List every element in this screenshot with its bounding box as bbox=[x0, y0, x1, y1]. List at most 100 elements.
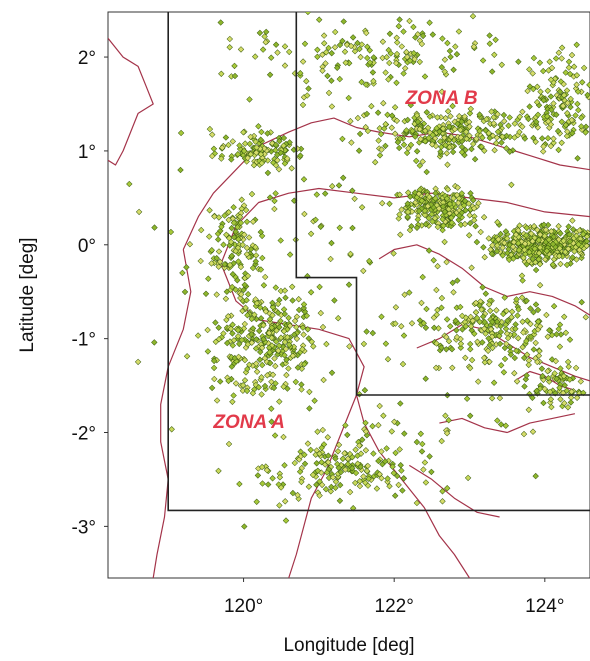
event-marker bbox=[304, 440, 312, 447]
event-marker bbox=[213, 291, 220, 298]
event-marker bbox=[504, 334, 512, 342]
event-marker bbox=[576, 227, 583, 234]
event-marker bbox=[539, 135, 546, 142]
event-marker bbox=[558, 44, 566, 51]
event-marker bbox=[226, 35, 233, 43]
event-marker bbox=[515, 335, 522, 342]
event-marker bbox=[332, 484, 339, 491]
event-marker bbox=[215, 336, 223, 343]
event-marker bbox=[431, 324, 438, 331]
event-marker bbox=[502, 228, 510, 235]
event-marker bbox=[217, 378, 224, 385]
event-marker bbox=[486, 40, 493, 47]
event-marker bbox=[413, 112, 421, 119]
event-marker bbox=[241, 523, 248, 530]
event-marker bbox=[540, 143, 547, 150]
event-marker bbox=[454, 277, 461, 284]
event-marker bbox=[310, 343, 317, 350]
event-marker bbox=[272, 362, 279, 370]
event-marker bbox=[375, 137, 382, 144]
event-marker bbox=[221, 264, 228, 271]
event-marker bbox=[290, 343, 298, 350]
event-marker bbox=[393, 50, 401, 58]
event-marker bbox=[237, 46, 245, 53]
event-marker bbox=[466, 123, 473, 130]
event-marker bbox=[394, 39, 401, 46]
event-marker bbox=[252, 53, 259, 60]
event-marker bbox=[229, 283, 236, 291]
event-marker bbox=[301, 451, 308, 458]
event-marker bbox=[239, 241, 246, 249]
event-marker bbox=[561, 400, 568, 407]
event-marker bbox=[378, 313, 385, 320]
event-marker bbox=[495, 236, 502, 243]
event-marker bbox=[521, 135, 529, 142]
event-marker bbox=[264, 372, 271, 379]
event-marker bbox=[526, 249, 533, 256]
event-marker bbox=[391, 104, 399, 111]
event-marker bbox=[319, 323, 327, 331]
event-marker bbox=[222, 295, 230, 302]
event-marker bbox=[258, 128, 265, 136]
event-marker bbox=[501, 294, 508, 301]
event-marker bbox=[404, 208, 412, 216]
event-marker bbox=[547, 93, 555, 100]
event-marker bbox=[298, 478, 305, 486]
event-marker bbox=[126, 180, 133, 188]
event-marker bbox=[413, 224, 421, 231]
event-marker bbox=[316, 16, 323, 23]
lon-tick-label: 124° bbox=[525, 596, 564, 617]
event-marker bbox=[480, 214, 488, 221]
event-marker bbox=[416, 162, 423, 169]
event-marker bbox=[167, 228, 175, 236]
event-marker bbox=[412, 34, 419, 41]
event-marker bbox=[377, 130, 385, 138]
event-marker bbox=[319, 63, 326, 71]
event-marker bbox=[408, 320, 416, 327]
event-marker bbox=[534, 111, 542, 118]
event-marker bbox=[484, 347, 492, 354]
event-marker bbox=[545, 67, 552, 74]
event-marker bbox=[272, 141, 280, 149]
event-marker bbox=[499, 133, 506, 140]
event-marker bbox=[420, 466, 427, 473]
event-marker bbox=[535, 249, 543, 257]
coastline bbox=[408, 464, 500, 518]
event-marker bbox=[316, 283, 323, 291]
event-marker bbox=[393, 59, 400, 67]
event-marker bbox=[446, 143, 453, 151]
event-marker bbox=[230, 204, 237, 211]
event-marker bbox=[512, 325, 519, 332]
event-marker bbox=[230, 219, 238, 226]
event-marker bbox=[266, 71, 274, 78]
event-marker bbox=[238, 291, 245, 298]
event-marker bbox=[276, 342, 283, 349]
event-marker bbox=[444, 108, 452, 115]
event-marker bbox=[395, 481, 402, 489]
event-marker bbox=[417, 430, 424, 437]
event-marker bbox=[241, 320, 248, 328]
event-marker bbox=[523, 372, 530, 379]
event-marker bbox=[276, 474, 284, 481]
event-marker bbox=[513, 347, 520, 354]
event-marker bbox=[563, 261, 571, 269]
event-marker bbox=[549, 240, 557, 248]
event-marker bbox=[440, 199, 447, 206]
event-marker bbox=[382, 69, 389, 76]
event-marker bbox=[262, 273, 269, 281]
event-marker bbox=[573, 72, 581, 79]
event-marker bbox=[513, 378, 521, 385]
event-marker bbox=[271, 432, 279, 439]
event-marker bbox=[493, 341, 500, 348]
event-marker bbox=[496, 394, 504, 402]
event-marker bbox=[562, 248, 569, 256]
event-marker bbox=[563, 132, 571, 140]
event-marker bbox=[375, 457, 382, 465]
event-marker bbox=[300, 301, 308, 308]
event-marker bbox=[534, 306, 542, 314]
event-marker bbox=[407, 193, 414, 200]
event-marker bbox=[540, 399, 547, 407]
event-marker bbox=[262, 39, 269, 46]
event-marker bbox=[281, 160, 289, 167]
event-marker bbox=[443, 150, 450, 157]
